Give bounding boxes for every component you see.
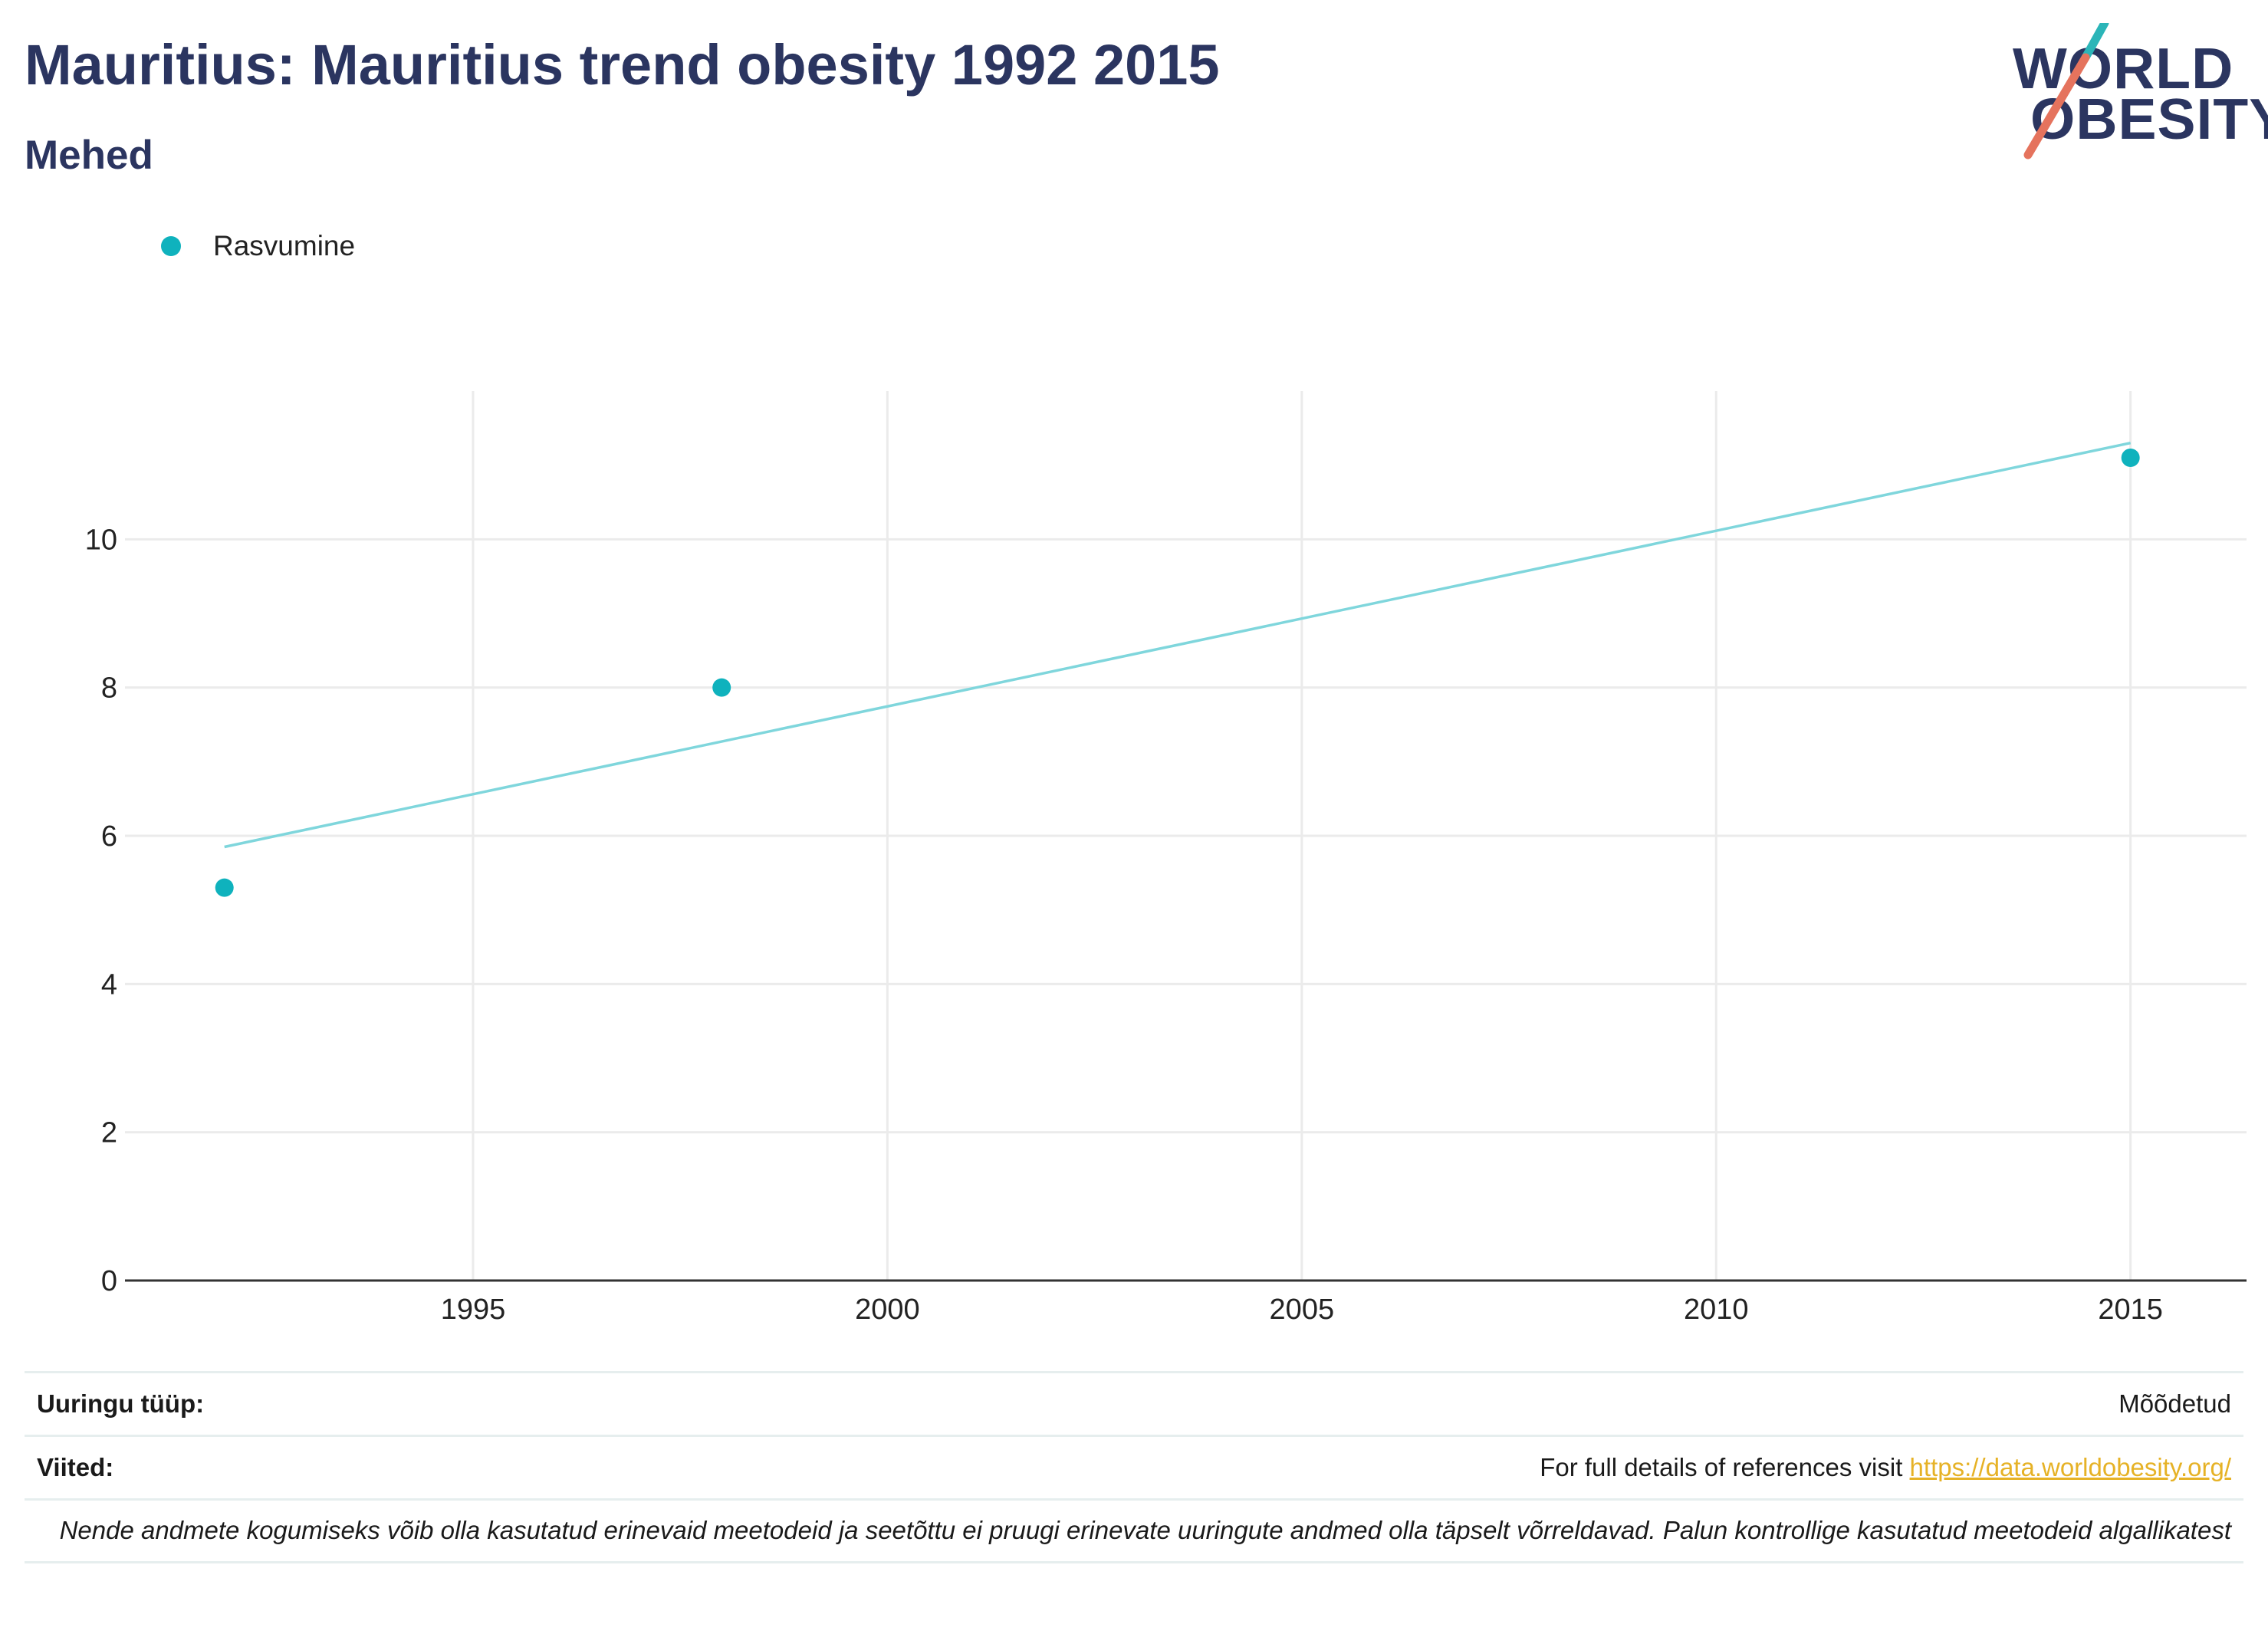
references-label: Viited: [37, 1453, 114, 1481]
chart-legend: Rasvumine [161, 230, 355, 262]
survey-type-value: Mõõdetud [2118, 1389, 2231, 1418]
x-tick-label: 2005 [1270, 1294, 1335, 1326]
x-tick-label: 1995 [441, 1294, 506, 1326]
y-tick-label: 6 [101, 820, 117, 853]
logo-text-line1: WORLD [2013, 36, 2234, 100]
data-point [712, 678, 731, 697]
trend-line [224, 441, 2132, 849]
logo-text-line2: OBESITY [2030, 87, 2268, 151]
page-subtitle: Mehed [25, 133, 153, 178]
legend-label-rasvumine: Rasvumine [213, 230, 356, 261]
x-tick-label: 2010 [1684, 1294, 1749, 1326]
references-text: For full details of references visit [1540, 1453, 1910, 1481]
info-row-survey-type: Uuringu tüüp: Mõõdetud [25, 1371, 2243, 1435]
y-tick-label: 2 [101, 1117, 117, 1149]
info-row-references: Viited: For full details of references v… [25, 1435, 2243, 1498]
y-tick-label: 0 [101, 1265, 117, 1297]
y-tick-label: 4 [101, 968, 117, 1001]
page-title: Mauritius: Mauritius trend obesity 1992 … [25, 33, 1220, 97]
scatter-chart: 1995 2000 2005 2010 2015 0 2 4 6 8 10 [85, 391, 2247, 1326]
y-tick-label: 10 [85, 524, 117, 556]
data-point [2121, 449, 2140, 467]
methodology-note: Nende andmete kogumiseks võib olla kasut… [25, 1498, 2243, 1563]
info-table: Uuringu tüüp: Mõõdetud Viited: For full … [25, 1371, 2243, 1563]
references-value: For full details of references visit htt… [1540, 1453, 2231, 1482]
survey-type-label: Uuringu tüüp: [37, 1389, 205, 1418]
x-tick-label: 2015 [2098, 1294, 2163, 1326]
legend-marker-rasvumine [161, 236, 181, 256]
logo-slash-icon [2023, 23, 2109, 159]
references-link[interactable]: https://data.worldobesity.org/ [1909, 1453, 2231, 1481]
data-point [215, 878, 234, 897]
y-tick-label: 8 [101, 672, 117, 705]
x-tick-label: 2000 [855, 1294, 920, 1326]
